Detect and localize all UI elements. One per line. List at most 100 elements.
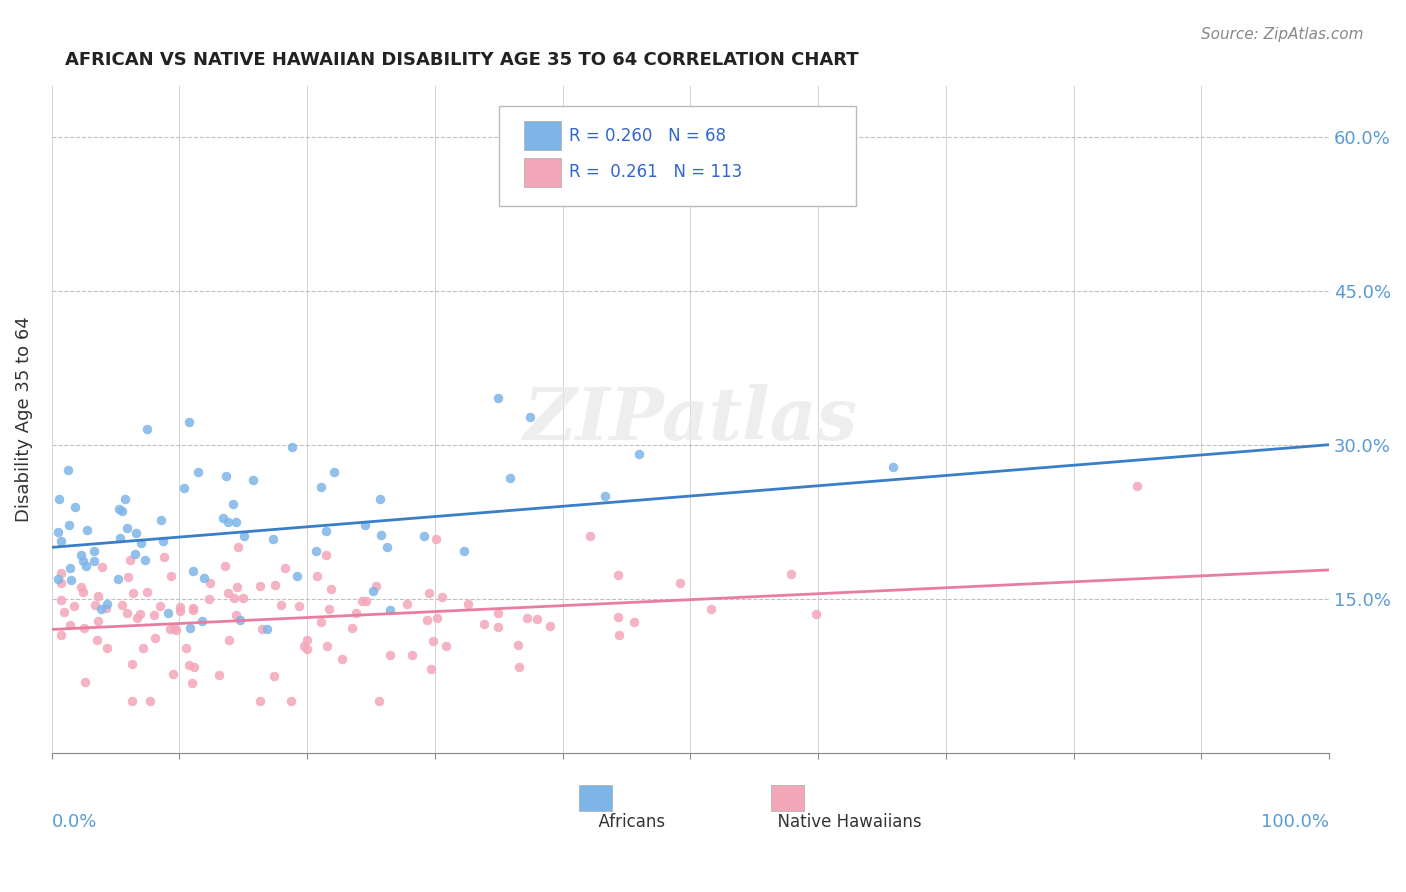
Point — [280, 694, 302, 708]
Point — [593, 489, 616, 503]
Point — [51, 593, 73, 607]
Point — [356, 594, 378, 608]
Point — [160, 568, 183, 582]
FancyBboxPatch shape — [579, 785, 613, 811]
Text: Source: ZipAtlas.com: Source: ZipAtlas.com — [1201, 27, 1364, 42]
Point — [262, 533, 284, 547]
Point — [228, 541, 250, 555]
Point — [273, 560, 295, 574]
Point — [59, 561, 82, 575]
Point — [361, 584, 384, 599]
Point — [804, 607, 827, 621]
Point — [225, 580, 247, 594]
Point — [142, 608, 165, 623]
Point — [224, 591, 246, 605]
Point — [453, 543, 475, 558]
Point — [425, 533, 447, 547]
Point — [285, 569, 308, 583]
Point — [305, 543, 328, 558]
Point — [122, 586, 145, 600]
Text: ZIPatlas: ZIPatlas — [523, 384, 858, 455]
Point — [134, 553, 156, 567]
Point — [315, 639, 337, 653]
Point — [318, 602, 340, 616]
Point — [607, 628, 630, 642]
Point — [56, 462, 79, 476]
Point — [198, 592, 221, 607]
Point — [69, 580, 91, 594]
Point — [179, 415, 201, 429]
Point — [179, 658, 201, 673]
Point — [91, 560, 114, 574]
Point — [215, 469, 238, 483]
Point — [375, 540, 398, 554]
Point — [270, 598, 292, 612]
Text: 0.0%: 0.0% — [52, 813, 97, 830]
Point — [426, 611, 449, 625]
Point — [174, 640, 197, 655]
Point — [430, 590, 453, 604]
Point — [263, 669, 285, 683]
Point — [124, 547, 146, 561]
Point — [252, 622, 274, 636]
Point — [83, 543, 105, 558]
Point — [350, 594, 373, 608]
Point — [125, 525, 148, 540]
Point — [214, 558, 236, 573]
Point — [370, 528, 392, 542]
Point — [434, 639, 457, 653]
Point — [516, 611, 538, 625]
Point — [51, 575, 73, 590]
Point — [181, 564, 204, 578]
Point — [138, 694, 160, 708]
Point — [169, 604, 191, 618]
Point — [295, 632, 318, 647]
Point — [419, 662, 441, 676]
FancyBboxPatch shape — [499, 105, 856, 205]
Point — [72, 621, 94, 635]
Point — [229, 613, 252, 627]
Point — [121, 657, 143, 671]
Point — [73, 675, 96, 690]
Point — [179, 621, 201, 635]
Text: Africans: Africans — [588, 813, 665, 830]
Point — [76, 523, 98, 537]
Point — [143, 632, 166, 646]
Point — [519, 410, 541, 425]
Point — [114, 491, 136, 506]
Point — [579, 529, 602, 543]
Point — [53, 605, 76, 619]
Point — [486, 620, 509, 634]
Point — [149, 599, 172, 613]
Point — [292, 639, 315, 653]
Point — [159, 622, 181, 636]
Point — [263, 578, 285, 592]
Point — [183, 659, 205, 673]
Point — [486, 607, 509, 621]
Point — [46, 572, 69, 586]
Point — [418, 586, 440, 600]
Text: R = 0.260   N = 68: R = 0.260 N = 68 — [569, 127, 725, 145]
Point — [157, 606, 180, 620]
Point — [307, 569, 329, 583]
Point — [218, 633, 240, 648]
Point — [342, 621, 364, 635]
Point — [368, 694, 391, 708]
Text: Native Hawaiians: Native Hawaiians — [768, 813, 922, 830]
Point — [152, 533, 174, 548]
Point — [669, 576, 692, 591]
FancyBboxPatch shape — [524, 158, 561, 187]
Point — [58, 517, 80, 532]
Point — [628, 447, 651, 461]
Point — [129, 536, 152, 550]
Point — [152, 549, 174, 564]
Point — [344, 606, 367, 620]
Point — [526, 612, 548, 626]
Point — [49, 566, 72, 580]
Point — [149, 513, 172, 527]
Point — [380, 648, 402, 662]
Point — [364, 579, 387, 593]
Point — [882, 460, 904, 475]
Point — [131, 640, 153, 655]
Point — [63, 599, 86, 614]
